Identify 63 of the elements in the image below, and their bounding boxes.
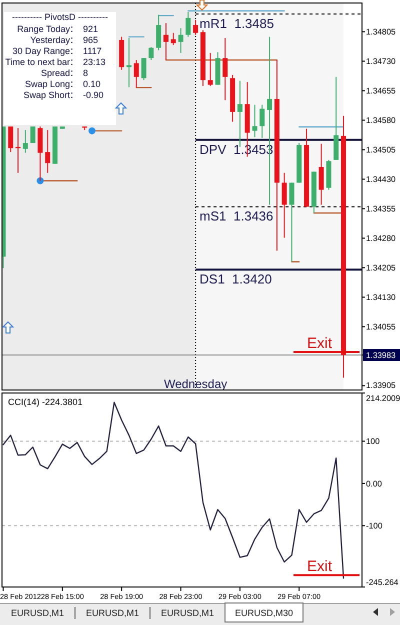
candlestick — [170, 32, 176, 46]
y-tick-label: 1.33983 — [366, 350, 396, 360]
ref-line-label: mS1 1.3436 — [200, 208, 274, 224]
ref-line-label: mR1 1.3485 — [200, 16, 274, 32]
category-label: Spread — [40, 68, 70, 78]
y-tick-label: -100 — [366, 522, 383, 531]
candlestick — [148, 46, 154, 61]
category-label: 30 Day Range — [12, 46, 70, 56]
chart-title: CCI(14) -224.3801 — [8, 397, 83, 407]
candlestick — [222, 38, 228, 101]
candlestick — [318, 143, 324, 206]
candlestick — [282, 172, 287, 238]
y-tick-label: 214.2009 — [366, 394, 400, 403]
text: 8 — [83, 68, 88, 78]
y-tick-label: 1.34505 — [366, 146, 396, 155]
annotation: Exit — [307, 334, 333, 352]
y-tick-label: 1.34280 — [366, 234, 396, 244]
y-tick-label: 100 — [366, 437, 380, 446]
y-tick-label: 1.34655 — [366, 86, 396, 96]
candlestick — [8, 126, 14, 153]
category-label: EURUSD,M30 — [234, 608, 294, 618]
y-tick-label: 0.00 — [366, 479, 382, 488]
y-tick-label: 1.34730 — [366, 57, 396, 66]
candlestick — [193, 19, 198, 36]
category-label: Swap Short — [23, 90, 70, 100]
text: 23:13 — [83, 57, 106, 67]
candlestick — [134, 60, 139, 88]
candlestick — [252, 104, 258, 138]
candlestick — [45, 130, 50, 174]
text: ---------- PivotsD ---------- — [12, 12, 108, 22]
y-tick-label: 1.34130 — [366, 293, 396, 302]
category-label: EURUSD,M1 — [86, 608, 140, 618]
candlestick — [289, 182, 294, 262]
candlestick — [156, 14, 162, 51]
text: 921 — [83, 24, 98, 34]
text: -0.90 — [83, 90, 104, 100]
category-label: EURUSD,M1 — [160, 608, 214, 618]
candlestick — [126, 38, 132, 88]
candlestick — [22, 130, 28, 154]
y-tick-label: 1.34430 — [366, 175, 396, 184]
category-label: Time to next bar — [5, 57, 70, 67]
y-tick-label: -245.264 — [366, 578, 399, 587]
ref-line-label: DS1 1.3420 — [200, 272, 272, 287]
category-label: Swap Long — [24, 79, 70, 89]
candlestick — [260, 104, 265, 138]
candlestick — [208, 52, 213, 86]
y-tick-label: 1.34205 — [366, 264, 396, 273]
candlestick — [186, 12, 191, 38]
text: 0.10 — [83, 79, 101, 89]
y-tick-label: 1.34580 — [366, 116, 396, 126]
candlestick — [178, 28, 184, 54]
category-label: Yesterday — [30, 35, 70, 45]
candlestick — [163, 22, 168, 61]
text: 965 — [83, 35, 98, 45]
y-tick-label: 1.33905 — [366, 380, 396, 390]
category-label: EURUSD,M1 — [10, 608, 64, 618]
category-label: Range Today — [17, 24, 70, 34]
candlestick — [141, 58, 146, 81]
text: 1117 — [83, 46, 102, 56]
y-tick-label: 1.34355 — [366, 204, 396, 214]
y-tick-label: 1.34805 — [366, 28, 396, 37]
y-tick-label: 1.34055 — [366, 322, 396, 332]
annotation: Exit — [307, 558, 333, 576]
